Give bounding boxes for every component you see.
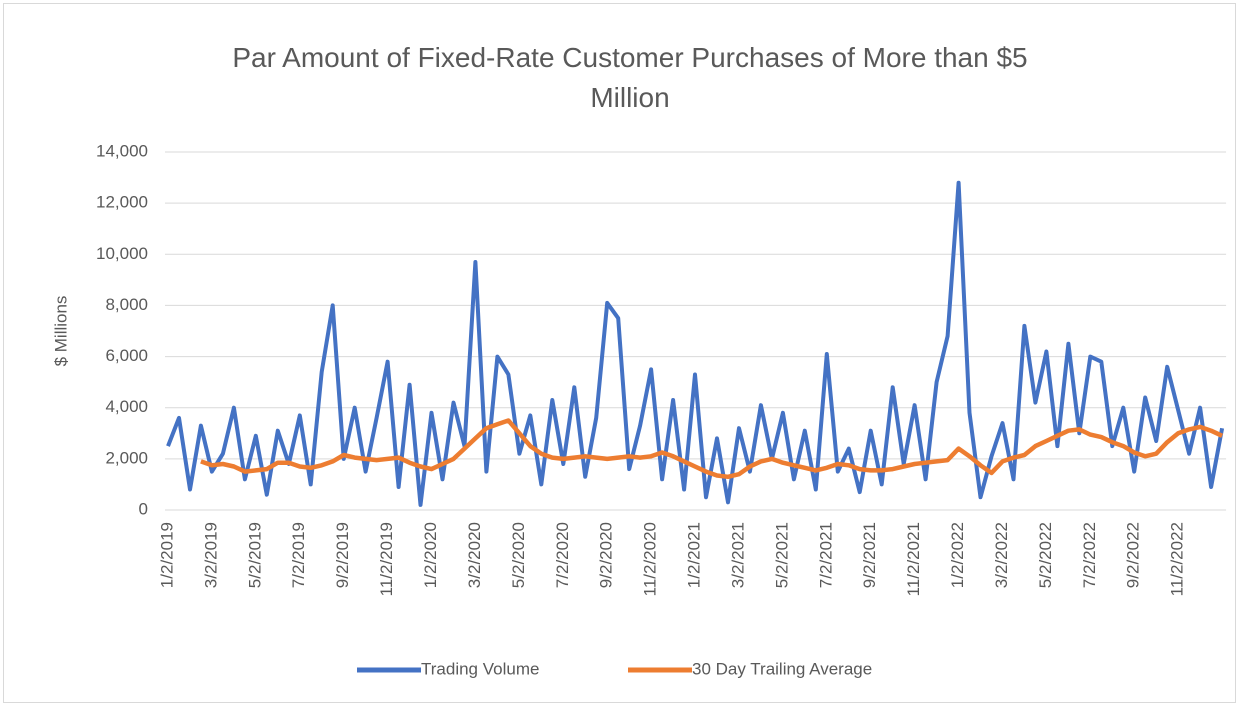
- x-tick-label: 11/2/2020: [641, 522, 660, 596]
- x-tick-label: 1/2/2021: [685, 522, 704, 588]
- y-tick-label: 14,000: [96, 141, 148, 160]
- x-tick-label: 7/2/2022: [1080, 522, 1099, 588]
- x-tick-label: 9/2/2019: [333, 522, 352, 588]
- x-tick-label: 11/2/2019: [377, 522, 396, 596]
- y-tick-label: 2,000: [105, 448, 148, 467]
- x-tick-label: 3/2/2019: [201, 522, 220, 588]
- x-tick-label: 3/2/2021: [728, 522, 747, 588]
- x-tick-label: 7/2/2021: [816, 522, 835, 588]
- x-tick-label: 5/2/2022: [1036, 522, 1055, 588]
- x-tick-label: 1/2/2019: [157, 522, 176, 588]
- x-tick-label: 7/2/2020: [553, 522, 572, 588]
- x-tick-label: 5/2/2021: [772, 522, 791, 588]
- x-tick-label: 1/2/2022: [948, 522, 967, 588]
- line-series: [166, 180, 1225, 507]
- line-series: [200, 418, 1224, 480]
- x-tick-label: 1/2/2020: [421, 522, 440, 588]
- y-axis-title: $ Millions: [51, 296, 70, 367]
- x-tick-label: 11/2/2021: [904, 522, 923, 596]
- y-tick-label: 4,000: [105, 397, 148, 416]
- x-tick-label: 9/2/2020: [597, 522, 616, 588]
- x-tick-label: 5/2/2019: [245, 522, 264, 588]
- x-tick-label: 11/2/2022: [1168, 522, 1187, 596]
- y-tick-label: 8,000: [105, 295, 148, 314]
- x-tick-label: 5/2/2020: [509, 522, 528, 588]
- x-tick-label: 9/2/2021: [860, 522, 879, 588]
- x-tick-label: 3/2/2020: [465, 522, 484, 588]
- y-tick-label: 10,000: [96, 244, 148, 263]
- legend-label: 30 Day Trailing Average: [692, 659, 872, 678]
- chart-title: Par Amount of Fixed-Rate Customer Purcha…: [232, 42, 1027, 113]
- y-tick-label: 0: [139, 499, 148, 518]
- x-tick-label: 9/2/2022: [1124, 522, 1143, 588]
- x-tick-label: 3/2/2022: [992, 522, 1011, 588]
- y-tick-label: 12,000: [96, 193, 148, 212]
- y-tick-label: 6,000: [105, 346, 148, 365]
- legend-label: Trading Volume: [421, 659, 539, 678]
- x-tick-label: 7/2/2019: [289, 522, 308, 588]
